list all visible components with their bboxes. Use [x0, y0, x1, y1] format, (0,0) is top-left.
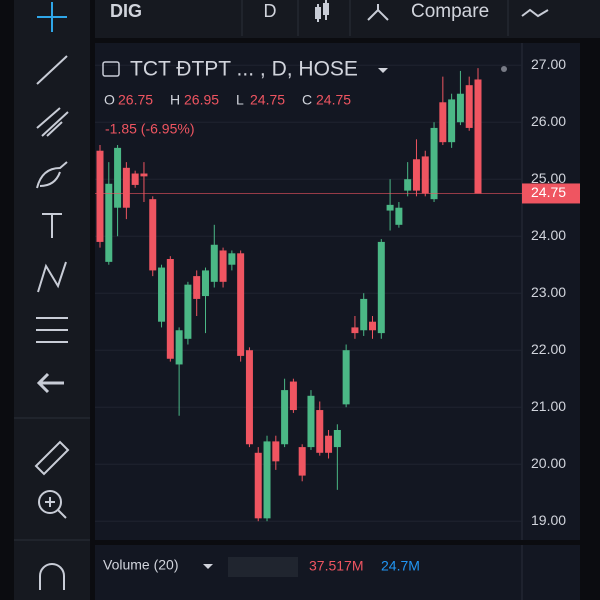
candle-body [439, 102, 447, 143]
ohlc-value: 26.75 [118, 92, 153, 108]
dropdown-arrow [203, 564, 213, 569]
y-tick-label: 26.00 [531, 113, 566, 129]
y-tick-label: 20.00 [531, 455, 566, 471]
collapse-icon[interactable] [102, 61, 120, 77]
fib-icon[interactable] [36, 107, 69, 137]
dropdown-arrow [378, 68, 388, 73]
candle-body [430, 127, 438, 200]
candle-body [193, 276, 201, 299]
candle-body [96, 150, 104, 242]
ohlc-key: L [236, 92, 244, 108]
text-icon[interactable] [42, 213, 62, 238]
brush-icon[interactable] [36, 161, 68, 189]
symbol[interactable]: DIG [110, 1, 142, 21]
candle-body [448, 99, 456, 143]
ohlc-legend: O 26.75 H 26.95 L 24.75 C 24.75 [104, 92, 351, 108]
ruler-icon[interactable] [34, 440, 70, 476]
magnet-icon[interactable] [39, 563, 65, 590]
candle-body [219, 250, 227, 282]
candle-body [404, 179, 412, 191]
candle-body [351, 327, 359, 334]
zoom-icon-detail [45, 497, 67, 519]
compare-button[interactable]: Compare [411, 1, 489, 22]
volume-panel [95, 545, 580, 600]
left-toolbar [14, 0, 90, 600]
candle-body [158, 267, 166, 322]
candle-body [307, 395, 315, 448]
candle-body [369, 321, 377, 331]
candle-body [184, 284, 192, 339]
candle-body [474, 79, 482, 194]
volume-value: 37.517M [309, 558, 363, 574]
candle-body [298, 447, 306, 476]
ohlc-value: 24.75 [316, 92, 351, 108]
last-price-box [522, 183, 580, 204]
candle-body [105, 183, 113, 262]
chart-type-icon[interactable] [315, 0, 329, 22]
candle-body [122, 167, 130, 208]
candle-body [114, 147, 122, 208]
indicator-icon[interactable] [521, 8, 549, 18]
crosshair-icon[interactable] [37, 2, 67, 32]
candle-body [289, 381, 297, 411]
tool-icons[interactable] [14, 2, 90, 590]
candle-body [149, 199, 157, 271]
ohlc-key: C [302, 92, 312, 108]
change-label: -1.85 (-6.95%) [105, 121, 194, 137]
candle-body [377, 241, 385, 334]
ohlc-value: 26.95 [184, 92, 219, 108]
status-dot [501, 66, 507, 72]
last-price-label: 24.75 [531, 184, 566, 200]
volume-controls[interactable] [228, 557, 298, 577]
candle-body [386, 204, 394, 211]
candle-body [166, 259, 174, 359]
candle-body [342, 350, 350, 405]
y-tick-label: 23.00 [531, 284, 566, 300]
candle-body [131, 173, 139, 185]
ohlc-key: H [170, 92, 180, 108]
candle-body [281, 390, 289, 445]
ohlc-key: O [104, 92, 115, 108]
volume-label[interactable]: Volume (20) [103, 557, 178, 573]
measure-icon[interactable] [36, 317, 68, 343]
candle-body [333, 429, 341, 448]
ohlc-value: 24.75 [250, 92, 285, 108]
compare-icon[interactable] [367, 4, 389, 21]
candle-body [272, 441, 280, 462]
candle-body [316, 410, 324, 453]
candle-body [201, 270, 209, 297]
plot: 19.00 20.00 21.00 22.00 23.00 24.00 25.00 26.00… [95, 56, 580, 528]
candle-body [412, 159, 420, 191]
candle-body [263, 441, 271, 519]
y-tick-label: 19.00 [531, 512, 566, 528]
candle-body [237, 253, 245, 356]
series-title[interactable]: TCT ĐTPT ... , D, HOSE [130, 58, 358, 81]
candle-body [395, 207, 403, 225]
back-icon[interactable] [36, 372, 64, 394]
candle-body [245, 350, 253, 445]
y-tick-label: 21.00 [531, 398, 566, 414]
candle-body [456, 93, 464, 123]
volume-ma-value: 24.7M [381, 558, 420, 574]
candle-body [210, 244, 218, 282]
candle-body [325, 435, 333, 453]
candle-body [228, 253, 236, 265]
zoom-icon[interactable] [38, 490, 62, 514]
candle-body [175, 330, 183, 365]
interval[interactable]: D [264, 1, 277, 21]
candle-body [140, 173, 148, 177]
y-tick-label: 24.00 [531, 227, 566, 243]
y-tick-label: 22.00 [531, 341, 566, 357]
line-icon[interactable] [36, 55, 68, 85]
candle-body [421, 156, 429, 194]
candle-body [254, 452, 262, 519]
pattern-icon[interactable] [37, 261, 67, 293]
top-bar [95, 0, 600, 38]
candle-body [465, 85, 473, 128]
candle-body [360, 298, 368, 331]
y-tick-label: 27.00 [531, 56, 566, 72]
y-tick-label: 25.00 [531, 170, 566, 186]
